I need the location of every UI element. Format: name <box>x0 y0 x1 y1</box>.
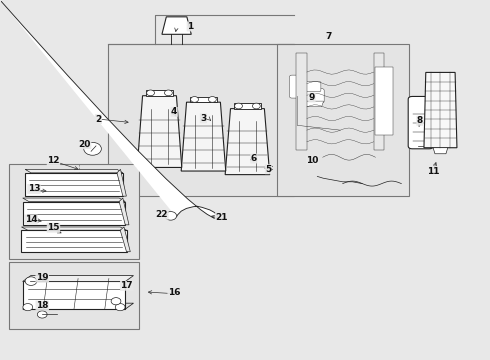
Circle shape <box>191 96 198 102</box>
Text: 10: 10 <box>306 156 318 165</box>
Polygon shape <box>162 17 191 34</box>
Text: 22: 22 <box>156 210 168 219</box>
Text: 20: 20 <box>78 140 91 149</box>
Circle shape <box>252 103 260 109</box>
PathPatch shape <box>176 206 218 220</box>
Polygon shape <box>374 53 384 149</box>
Circle shape <box>25 277 37 285</box>
Bar <box>9 164 139 259</box>
Circle shape <box>37 311 47 318</box>
Text: 16: 16 <box>168 288 180 297</box>
Text: 11: 11 <box>427 167 440 176</box>
Text: 15: 15 <box>47 223 60 232</box>
Polygon shape <box>22 227 126 230</box>
Text: 3: 3 <box>200 114 207 123</box>
Polygon shape <box>433 148 448 154</box>
Circle shape <box>165 212 176 220</box>
Polygon shape <box>23 303 133 309</box>
Bar <box>108 44 294 196</box>
Circle shape <box>147 90 154 96</box>
Circle shape <box>111 298 121 305</box>
Polygon shape <box>117 169 126 196</box>
FancyBboxPatch shape <box>290 75 305 98</box>
Polygon shape <box>301 101 323 107</box>
Polygon shape <box>296 53 307 149</box>
Polygon shape <box>375 67 393 135</box>
Polygon shape <box>424 72 457 148</box>
Text: 7: 7 <box>325 32 331 41</box>
Polygon shape <box>25 173 123 196</box>
Polygon shape <box>137 96 182 167</box>
Text: 14: 14 <box>24 215 37 224</box>
Polygon shape <box>23 275 133 282</box>
Circle shape <box>115 303 125 311</box>
Polygon shape <box>25 169 123 173</box>
Text: 5: 5 <box>265 165 271 174</box>
FancyBboxPatch shape <box>301 89 324 103</box>
Polygon shape <box>190 97 217 102</box>
Text: 9: 9 <box>309 93 315 102</box>
Text: 13: 13 <box>27 184 40 193</box>
Bar <box>277 44 409 196</box>
Text: 12: 12 <box>47 157 60 166</box>
Polygon shape <box>234 103 261 109</box>
Circle shape <box>84 142 101 155</box>
Polygon shape <box>23 202 125 225</box>
Circle shape <box>165 90 172 96</box>
Polygon shape <box>181 102 226 171</box>
Text: 2: 2 <box>95 114 101 123</box>
Text: 1: 1 <box>187 22 194 31</box>
Polygon shape <box>146 90 173 96</box>
Text: 19: 19 <box>36 273 49 282</box>
Circle shape <box>235 103 243 109</box>
Polygon shape <box>23 282 125 309</box>
FancyBboxPatch shape <box>408 96 433 149</box>
Polygon shape <box>23 198 125 202</box>
Polygon shape <box>119 198 129 225</box>
FancyBboxPatch shape <box>304 81 321 92</box>
Text: 21: 21 <box>215 213 228 222</box>
Text: 4: 4 <box>171 107 177 116</box>
Text: 6: 6 <box>251 154 257 163</box>
Polygon shape <box>120 227 130 252</box>
Bar <box>9 262 139 329</box>
Text: 18: 18 <box>36 301 49 310</box>
Circle shape <box>208 96 216 102</box>
Text: 17: 17 <box>121 281 133 290</box>
Circle shape <box>23 303 33 311</box>
Polygon shape <box>22 230 126 252</box>
Polygon shape <box>225 109 270 175</box>
Text: 8: 8 <box>417 116 423 125</box>
